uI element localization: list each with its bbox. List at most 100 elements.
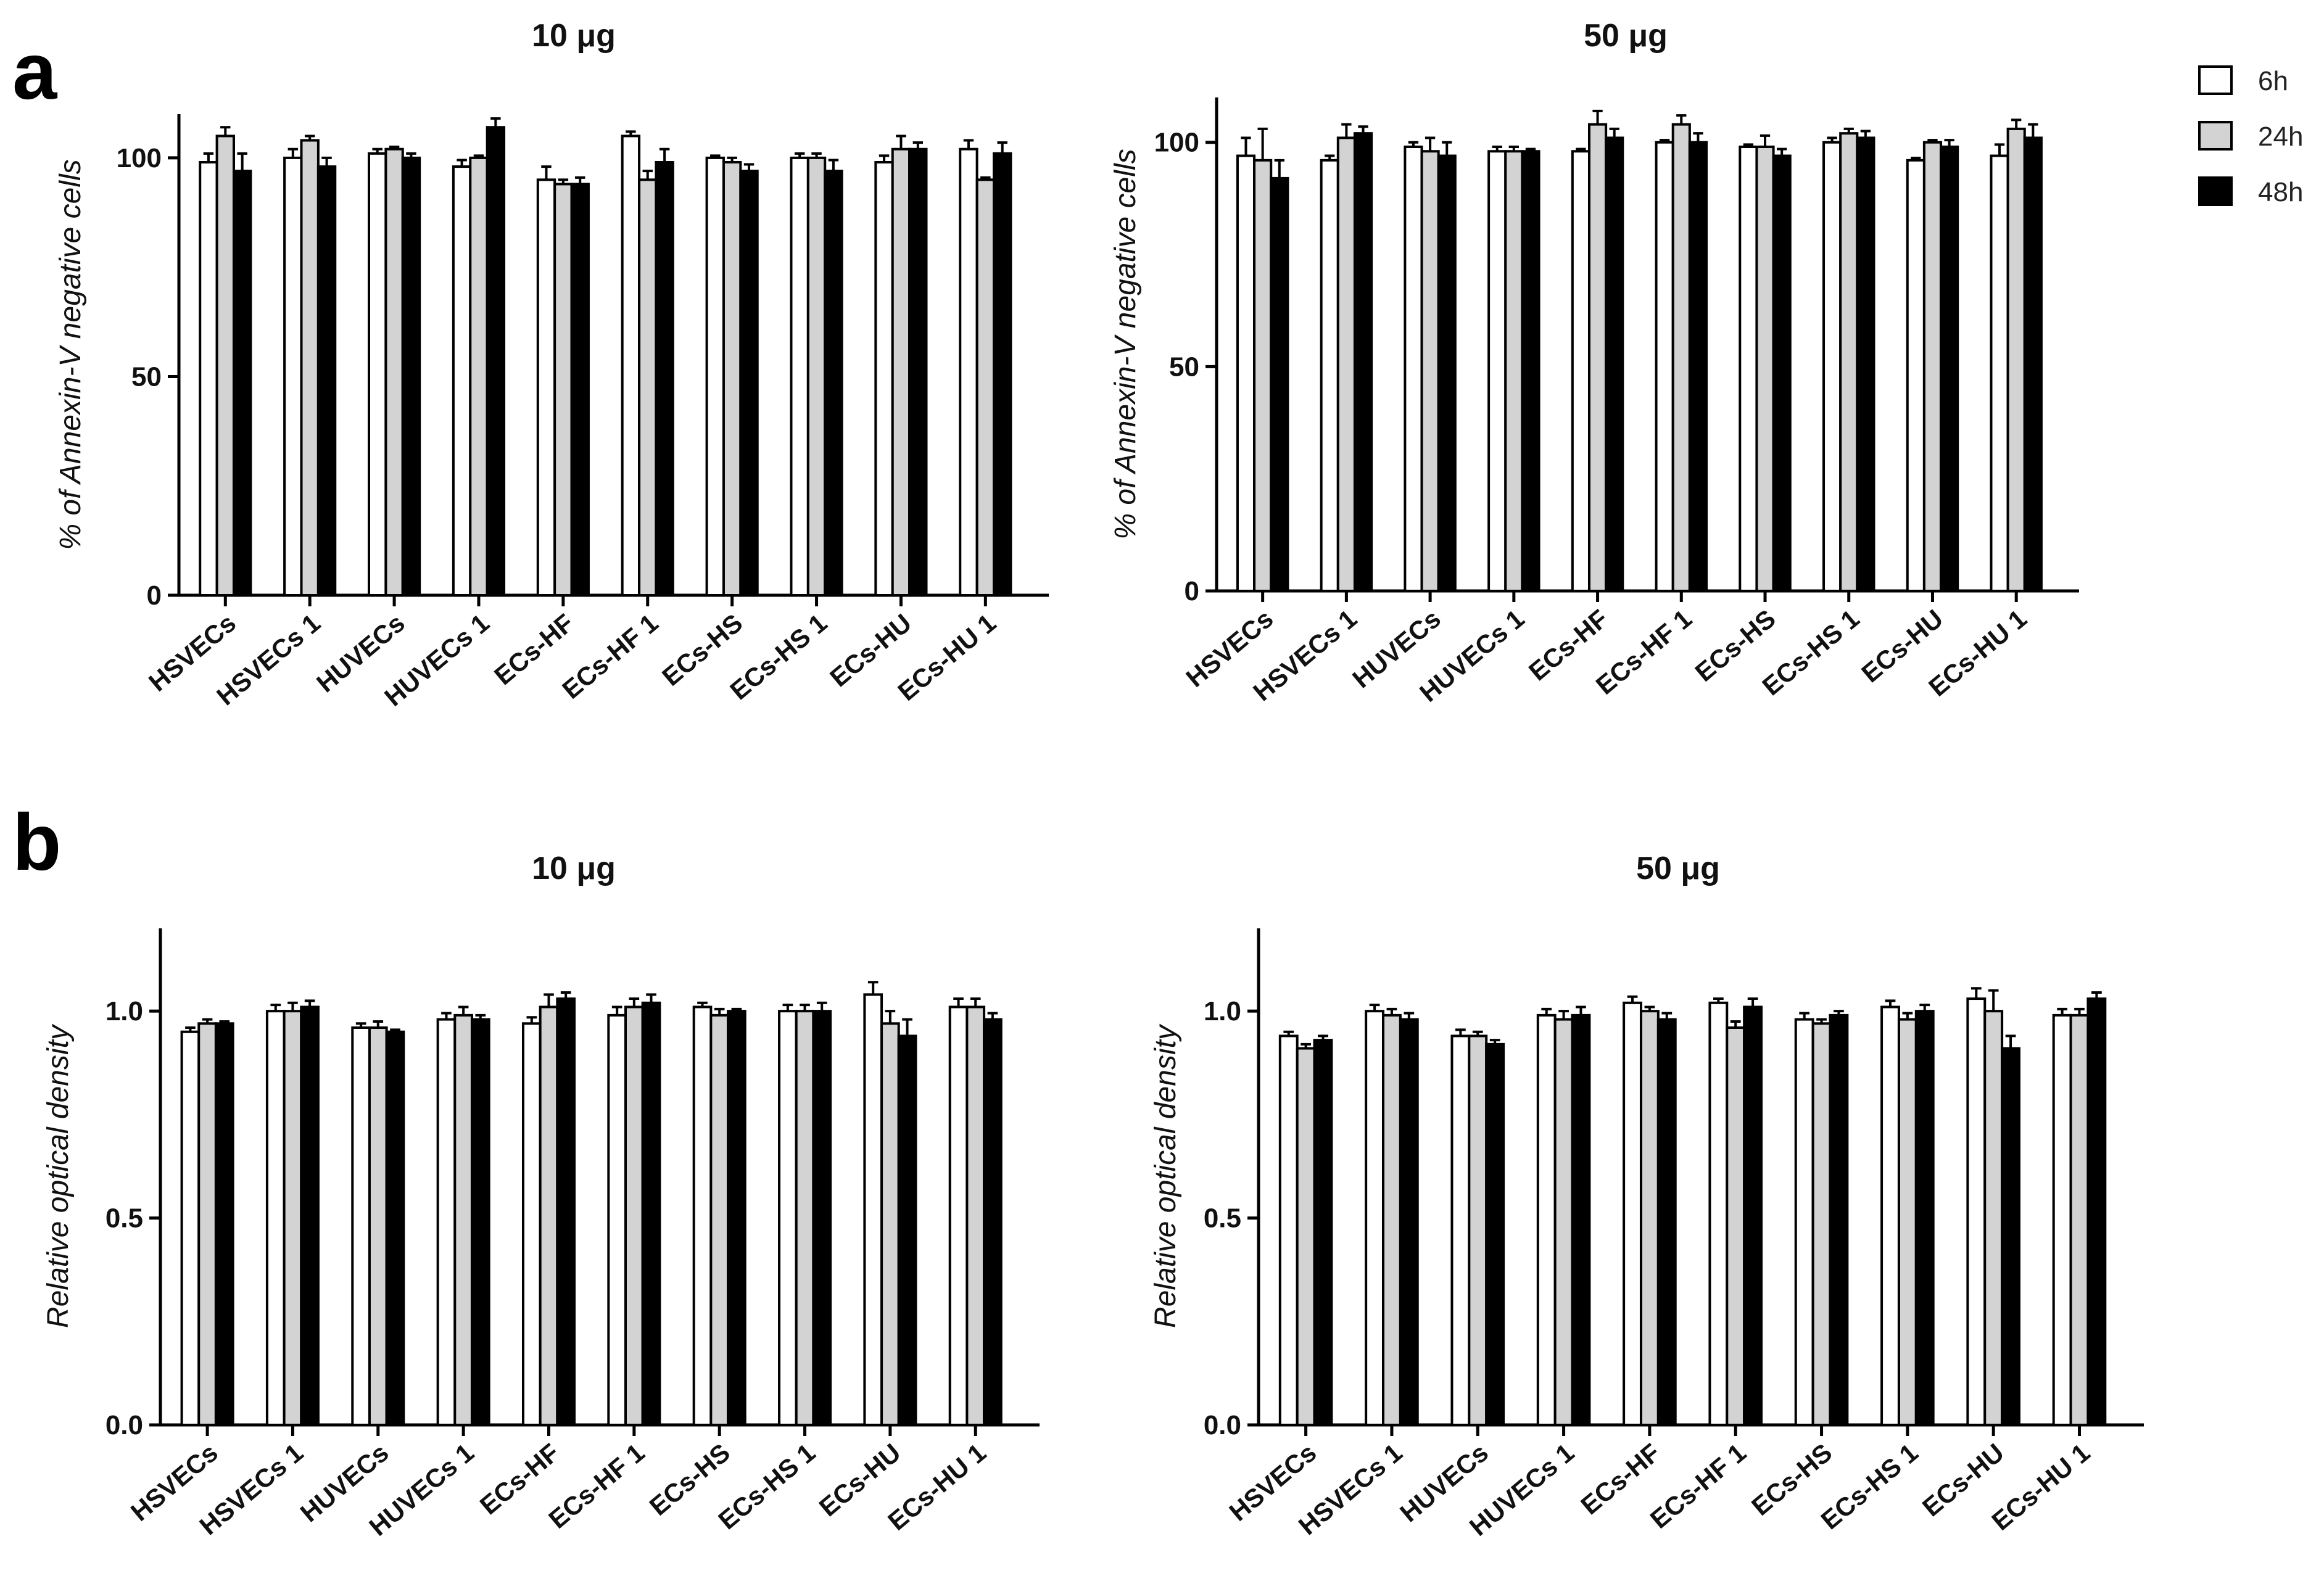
bar-24h-0 <box>197 1022 217 1426</box>
bar-6h-9 <box>948 1005 969 1427</box>
bar-24h-2 <box>368 1026 388 1426</box>
bar-24h-2 <box>384 147 404 596</box>
bar-6h-1 <box>265 1010 286 1426</box>
bar-24h-1 <box>1382 1013 1402 1426</box>
y-tick-label: 50 <box>131 361 162 392</box>
bar-48h-5 <box>1743 1005 1763 1427</box>
bar-6h-5 <box>607 1013 627 1426</box>
bar-6h-3 <box>1536 1013 1557 1426</box>
bar-24h-5 <box>624 1005 644 1427</box>
chart-title: 10 μg <box>532 851 616 886</box>
y-tick-label: 0.0 <box>105 1410 143 1440</box>
bar-48h-4 <box>1656 1018 1677 1427</box>
bar-24h-5 <box>638 178 658 596</box>
bar-24h-2 <box>1468 1034 1488 1426</box>
legend: 6h 24h 48h <box>2198 65 2303 207</box>
bar-24h-3 <box>453 1013 473 1426</box>
bar-48h-8 <box>2001 1047 2020 1426</box>
bar-6h-6 <box>1739 146 1758 592</box>
bar-24h-8 <box>1922 141 1943 592</box>
bar-6h-3 <box>452 165 472 597</box>
y-axis-label: Relative optical density <box>1149 1023 1182 1328</box>
legend-swatch-24h <box>2198 121 2233 151</box>
bar-48h-1 <box>1399 1018 1419 1427</box>
bar-48h-0 <box>232 170 252 596</box>
bar-6h-2 <box>351 1026 371 1426</box>
bar-24h-2 <box>1420 150 1440 593</box>
bar-6h-2 <box>368 152 387 596</box>
bar-6h-8 <box>874 161 894 596</box>
bar-6h-4 <box>521 1022 542 1426</box>
bar-6h-4 <box>1623 1001 1642 1426</box>
y-tick-label: 0.5 <box>1204 1203 1241 1234</box>
bar-6h-0 <box>1278 1034 1299 1426</box>
bar-6h-6 <box>1794 1018 1814 1427</box>
bar-48h-7 <box>824 170 843 596</box>
bar-6h-0 <box>1236 154 1256 592</box>
bar-6h-9 <box>1990 154 2009 592</box>
bar-6h-0 <box>199 161 218 596</box>
bar-48h-0 <box>1270 176 1289 592</box>
bar-48h-9 <box>2086 997 2107 1426</box>
bar-24h-9 <box>975 178 996 596</box>
bar-6h-4 <box>1571 150 1590 593</box>
bar-48h-1 <box>1353 132 1373 592</box>
panel-label-a: a <box>12 26 58 116</box>
bar-48h-4 <box>570 183 590 597</box>
bar-6h-5 <box>1708 1001 1729 1426</box>
bar-48h-5 <box>1688 141 1708 592</box>
bar-48h-9 <box>993 152 1012 596</box>
bar-24h-6 <box>722 161 742 596</box>
y-tick-label: 0.0 <box>1204 1410 1241 1440</box>
bar-24h-1 <box>1336 136 1356 593</box>
bar-48h-1 <box>316 165 337 597</box>
bar-24h-7 <box>1897 1018 1917 1427</box>
legend-swatch-48h <box>2198 176 2233 206</box>
bar-24h-8 <box>880 1022 900 1426</box>
bar-48h-7 <box>1914 1010 1935 1426</box>
bar-24h-5 <box>1726 1026 1746 1426</box>
bar-24h-3 <box>469 156 489 596</box>
y-axis-label: % of Annexin-V negative cells <box>1109 149 1142 539</box>
bar-48h-2 <box>1485 1042 1505 1427</box>
bar-24h-7 <box>795 1010 815 1426</box>
bar-24h-9 <box>2006 127 2026 592</box>
bar-48h-8 <box>897 1034 917 1426</box>
y-tick-label: 0 <box>147 580 162 611</box>
bar-6h-0 <box>180 1030 201 1427</box>
bar-24h-0 <box>215 134 235 597</box>
chart-title: 50 μg <box>1636 851 1720 886</box>
bar-48h-6 <box>1772 154 1792 592</box>
bar-6h-3 <box>1487 150 1507 593</box>
bar-24h-3 <box>1553 1018 1574 1427</box>
bar-24h-6 <box>1811 1022 1832 1426</box>
bar-6h-8 <box>1966 997 1987 1426</box>
bar-6h-1 <box>1320 159 1339 592</box>
bar-6h-9 <box>959 147 978 596</box>
bar-48h-1 <box>300 1005 320 1427</box>
bar-48h-0 <box>214 1022 234 1426</box>
bar-24h-7 <box>806 156 827 596</box>
bar-48h-4 <box>556 997 576 1426</box>
bar-48h-5 <box>655 161 674 596</box>
bar-6h-1 <box>283 156 303 596</box>
bar-24h-9 <box>966 1005 986 1427</box>
bar-48h-6 <box>1829 1013 1849 1426</box>
bar-6h-2 <box>1404 146 1423 592</box>
y-tick-label: 1.0 <box>105 996 143 1026</box>
bar-48h-2 <box>401 156 421 596</box>
bar-24h-7 <box>1839 132 1859 592</box>
bar-24h-5 <box>1671 123 1691 593</box>
bar-6h-6 <box>692 1005 713 1427</box>
bar-48h-0 <box>1313 1039 1333 1426</box>
bar-48h-2 <box>1437 154 1457 592</box>
bar-6h-4 <box>536 178 556 596</box>
y-tick-label: 100 <box>117 143 162 173</box>
bar-48h-5 <box>641 1001 661 1426</box>
bar-48h-3 <box>470 1018 490 1427</box>
bar-24h-4 <box>1587 123 1608 593</box>
y-tick-label: 0.5 <box>105 1203 143 1234</box>
bar-6h-7 <box>778 1010 798 1426</box>
bar-48h-7 <box>1856 136 1875 593</box>
